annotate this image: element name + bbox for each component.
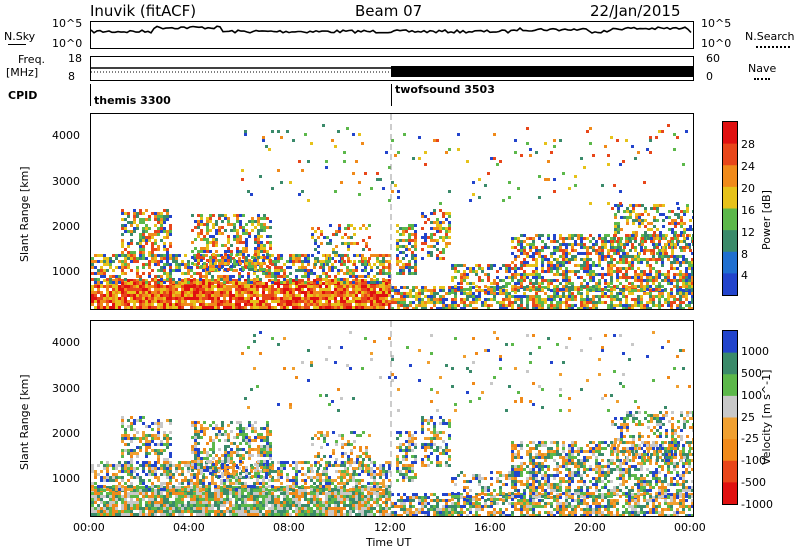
cpid-label: CPID [8,89,38,102]
power-ytick-3000: 3000 [52,175,80,188]
velocity-colorbar [722,330,738,505]
power-cbtick-4: 4 [741,269,748,282]
xtick-2000: 20:00 [574,521,606,534]
velocity-colorbar-swatch-4 [723,417,737,440]
xtick-0800: 08:00 [273,521,305,534]
power-cbtick-28: 28 [741,138,755,151]
velocity-colorbar-swatch-0 [723,331,737,354]
nsky-label: N.Sky [4,30,36,43]
power-cbtick-24: 24 [741,160,755,173]
power-panel [90,113,695,310]
vel-ytick-3000: 3000 [52,382,80,395]
power-colorbar-swatch-4 [723,208,737,231]
power-ytick-2000: 2000 [52,220,80,233]
xtick-0400: 04:00 [173,521,205,534]
xtick-1200: 12:00 [374,521,406,534]
cpid-mode-1: twofsound 3503 [395,83,495,96]
freq-trace [91,66,693,77]
nsky-tick-bottom: 10^0 [52,37,83,50]
vel-cbtick-m100: -100 [741,454,766,467]
power-colorbar-swatch-7 [723,273,737,296]
freq-tick-bottom: 8 [68,70,75,83]
power-colorbar-swatch-2 [723,165,737,188]
power-ytick-4000: 4000 [52,129,80,142]
power-cbtick-8: 8 [741,248,748,261]
nave-legend-line [754,78,770,80]
cpid-marker-0 [90,84,91,106]
xtick-0000: 00:00 [73,521,105,534]
vel-ytick-4000: 4000 [52,336,80,349]
noise-panel [90,21,694,49]
velocity-colorbar-swatch-7 [723,482,737,505]
power-cbtick-16: 16 [741,204,755,217]
nsky-tick-top: 10^5 [52,17,83,30]
cpid-marker-1 [391,84,392,106]
power-colorbar-swatch-0 [723,122,737,145]
velocity-panel [90,320,695,517]
xtick-1600: 16:00 [474,521,506,534]
power-colorbar [722,121,738,296]
station-title: Inuvik (fitACF) [90,2,197,20]
nsearch-label: N.Search [745,30,795,43]
velocity-colorbar-swatch-5 [723,439,737,462]
power-heatmap [91,114,695,310]
power-ytick-1000: 1000 [52,265,80,278]
power-colorbar-swatch-5 [723,230,737,253]
power-ylabel: Slant Range [km] [18,166,31,262]
velocity-colorbar-swatch-2 [723,374,737,397]
vel-cbtick-m25: -25 [741,432,759,445]
cpid-mode-0: themis 3300 [94,94,171,107]
velocity-colorbar-label: Velocity [m s^-1] [760,369,773,465]
xtick-2400: 00:00 [674,521,706,534]
power-cbtick-12: 12 [741,226,755,239]
velocity-ylabel: Slant Range [km] [18,374,31,470]
vel-cbtick-100: 100 [741,389,762,402]
freq-label: Freq. [18,53,46,66]
nsky-legend-line [8,44,26,45]
power-colorbar-label: Power [dB] [760,190,773,250]
velocity-heatmap [91,321,695,517]
freq-tick-top: 18 [68,52,82,65]
velocity-colorbar-swatch-6 [723,460,737,483]
vel-cbtick-500: 500 [741,367,762,380]
noise-trace [90,25,692,35]
vel-cbtick-25: 25 [741,411,755,424]
nsearch-tick-top: 10^5 [701,17,732,30]
power-cbtick-20: 20 [741,182,755,195]
vel-cbtick-m500: -500 [741,476,766,489]
velocity-colorbar-swatch-1 [723,352,737,375]
vel-ytick-2000: 2000 [52,427,80,440]
beam-title: Beam 07 [355,2,423,20]
nave-tick-top: 60 [706,52,720,65]
freq-panel [90,56,694,81]
nsearch-legend-line [756,46,790,48]
nave-tick-bottom: 0 [706,70,713,83]
vel-ytick-1000: 1000 [52,472,80,485]
power-colorbar-swatch-1 [723,143,737,166]
power-colorbar-swatch-3 [723,186,737,209]
vel-cbtick-m1000: -1000 [741,498,773,511]
power-colorbar-swatch-6 [723,251,737,274]
x-axis-label: Time UT [366,536,412,549]
velocity-colorbar-swatch-3 [723,395,737,418]
nsearch-tick-bottom: 10^0 [701,37,732,50]
freq-unit: [MHz] [6,66,39,79]
date-title: 22/Jan/2015 [590,2,681,20]
nave-label: Nave [748,62,777,75]
vel-cbtick-1000: 1000 [741,345,769,358]
